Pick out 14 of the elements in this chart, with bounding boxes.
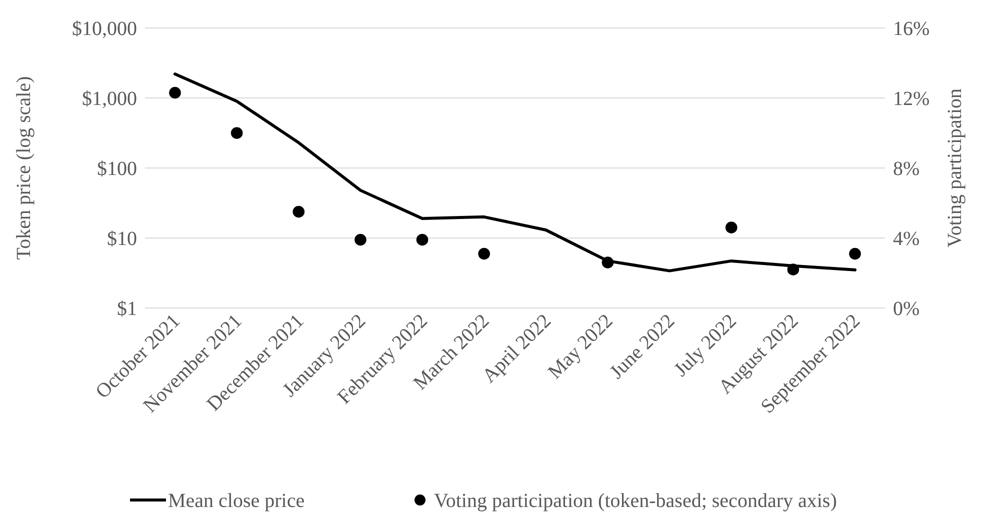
y2-tick-label: 16% xyxy=(893,18,930,40)
y2-tick-label: 8% xyxy=(893,158,920,180)
y2-tick-label: 4% xyxy=(893,228,920,250)
y2-tick-label: 0% xyxy=(893,298,920,320)
y-tick-label: $10,000 xyxy=(72,18,137,40)
y-tick-label: $1,000 xyxy=(82,88,137,110)
legend-label: Mean close price xyxy=(168,490,305,512)
y2-axis-title: Voting participation xyxy=(944,88,966,248)
y-tick-label: $10 xyxy=(107,228,137,250)
y-axis-title: Token price (log scale) xyxy=(13,76,35,260)
y2-tick-label: 12% xyxy=(893,88,930,110)
y-tick-label: $100 xyxy=(97,158,137,180)
y-tick-label: $1 xyxy=(117,298,137,320)
legend-label: Voting participation (token-based; secondary axis) xyxy=(434,490,837,512)
